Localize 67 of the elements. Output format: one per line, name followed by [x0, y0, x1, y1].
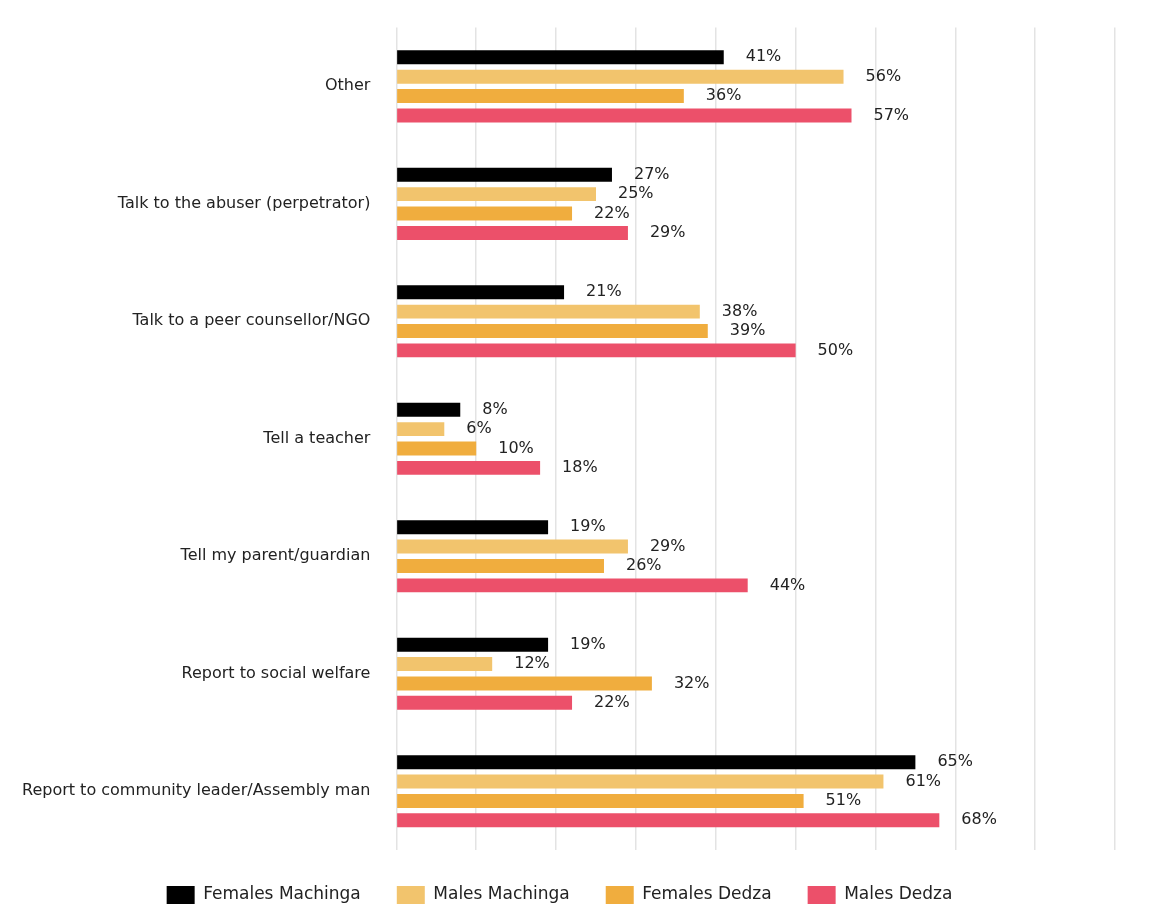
bar: [397, 324, 708, 338]
data-label: 22%: [594, 692, 630, 712]
bar: [397, 402, 461, 417]
bar: [397, 520, 549, 535]
data-label: 38%: [721, 300, 758, 320]
bar: [397, 676, 652, 691]
data-label: 6%: [466, 418, 492, 438]
data-label: 41%: [745, 46, 782, 66]
bar: [397, 285, 565, 300]
bar: [397, 89, 684, 104]
data-label: 65%: [937, 751, 973, 771]
data-label: 19%: [570, 516, 606, 536]
data-label: 39%: [729, 320, 766, 340]
data-label: 8%: [482, 398, 508, 418]
bar: [397, 578, 748, 593]
bar: [397, 343, 796, 358]
bar: [397, 695, 573, 710]
y-tick-label: Report to social welfare: [181, 662, 371, 682]
data-label: 21%: [586, 281, 622, 301]
bar: [397, 187, 596, 202]
data-label: 56%: [865, 65, 902, 85]
bar: [397, 441, 477, 456]
y-tick-label: Talk to the abuser (perpetrator): [116, 192, 371, 212]
bar: [397, 793, 804, 808]
y-tick-label: Tell my parent/guardian: [179, 545, 371, 565]
data-label: 10%: [498, 437, 534, 457]
data-label: 57%: [873, 104, 910, 124]
y-tick-label: Other: [324, 75, 371, 95]
data-label: 29%: [649, 535, 686, 555]
data-label: 61%: [905, 770, 942, 790]
data-label: 29%: [649, 222, 686, 242]
bar: [397, 206, 573, 221]
data-label: 50%: [817, 339, 854, 359]
bar: [397, 755, 916, 770]
bar: [397, 304, 700, 319]
y-tick-label: Tell a teacher: [262, 427, 371, 447]
y-tick-label: Talk to a peer counsellor/NGO: [131, 310, 371, 330]
data-label: 36%: [705, 85, 742, 105]
bar: [397, 69, 844, 84]
y-tick-label: Report to community leader/Assembly man: [21, 780, 371, 800]
data-label: 51%: [825, 790, 862, 810]
bar: [397, 539, 628, 554]
bar: [397, 657, 493, 672]
bar: [397, 460, 541, 475]
data-label: 18%: [562, 457, 598, 477]
bar: [397, 422, 445, 437]
bar: [397, 108, 852, 123]
data-label: 22%: [594, 202, 630, 222]
bar: [397, 50, 724, 65]
data-label: 44%: [769, 574, 806, 594]
bar: [397, 813, 940, 828]
legend-label: Males Machinga: [433, 883, 570, 904]
bar: [397, 637, 549, 652]
legend-label: Females Machinga: [203, 883, 361, 904]
legend-label: Females Dedza: [642, 883, 772, 904]
bar: [397, 225, 628, 240]
data-label: 12%: [514, 653, 550, 673]
bar: [397, 774, 884, 789]
data-label: 25%: [618, 183, 654, 203]
data-label: 26%: [625, 555, 662, 575]
bar: [397, 167, 612, 182]
data-label: 27%: [633, 163, 670, 183]
data-label: 19%: [570, 633, 606, 653]
data-label: 32%: [673, 672, 710, 692]
bar: [397, 559, 604, 573]
legend-label: Males Dedza: [844, 883, 953, 904]
data-label: 68%: [961, 809, 997, 829]
